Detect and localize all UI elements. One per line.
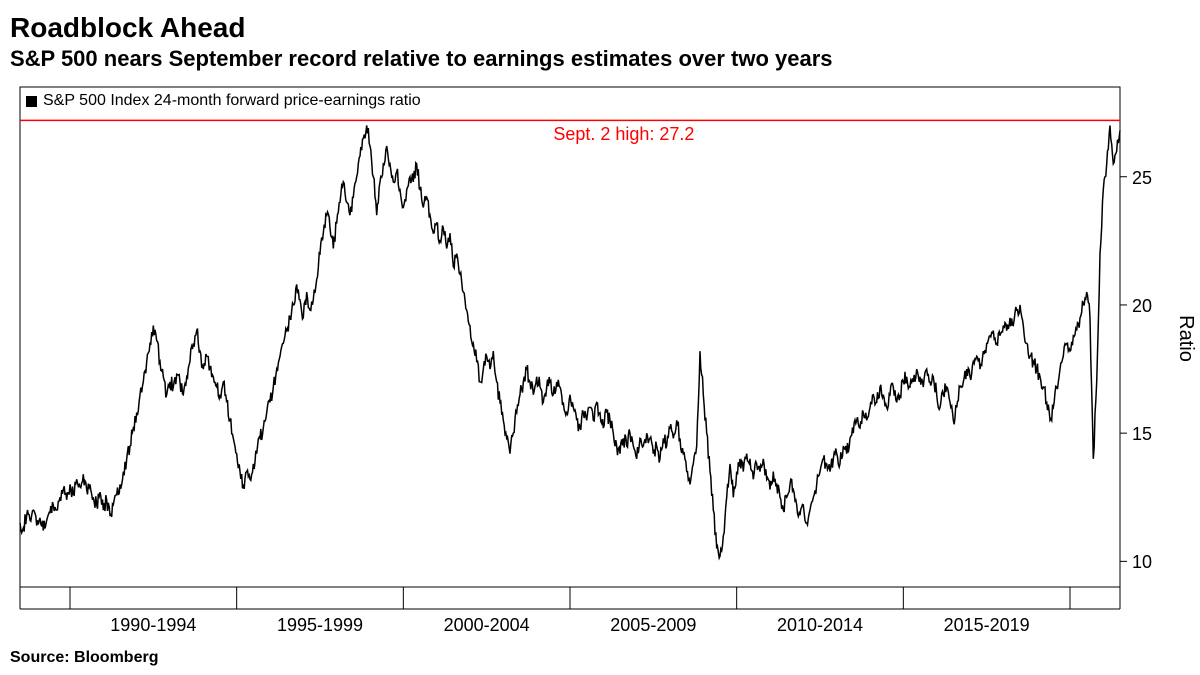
chart-area: 101520251990-19941995-19992000-20042005-… <box>10 82 1190 645</box>
chart-source: Source: Bloomberg <box>10 649 1190 667</box>
line-chart-svg <box>10 82 1190 642</box>
chart-title: Roadblock Ahead <box>10 12 1190 44</box>
chart-subtitle: S&P 500 nears September record relative … <box>10 46 1190 72</box>
